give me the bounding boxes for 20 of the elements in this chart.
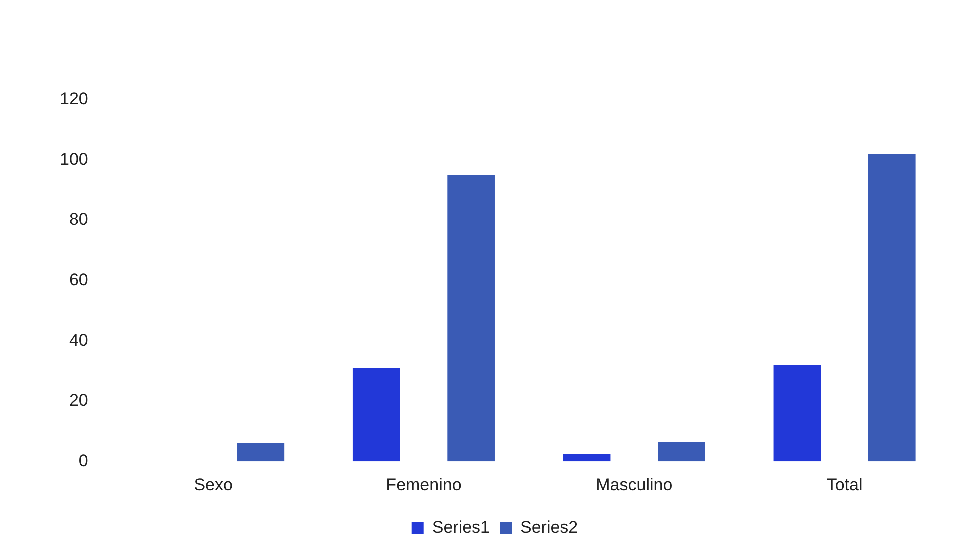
y-tick-label: 40: [69, 330, 88, 350]
x-tick-label: Sexo: [194, 475, 233, 494]
bar: [774, 365, 822, 462]
bar: [448, 175, 495, 462]
x-tick-label: Femenino: [386, 475, 462, 494]
y-tick-label: 0: [78, 451, 88, 470]
bar: [352, 368, 400, 462]
bar: [563, 454, 611, 462]
x-tick-label: Masculino: [596, 475, 673, 494]
bar: [237, 444, 285, 462]
y-tick-label: 100: [60, 150, 88, 169]
bar: [658, 442, 706, 462]
y-tick-label: 120: [60, 90, 88, 109]
bar: [868, 154, 916, 462]
y-tick-label: 60: [69, 270, 88, 290]
legend-label: Series2: [520, 518, 578, 538]
y-tick-label: 80: [69, 210, 88, 230]
y-tick-label: 20: [69, 391, 88, 410]
legend-label: Series1: [432, 518, 490, 538]
x-tick-label: Total: [826, 475, 863, 494]
